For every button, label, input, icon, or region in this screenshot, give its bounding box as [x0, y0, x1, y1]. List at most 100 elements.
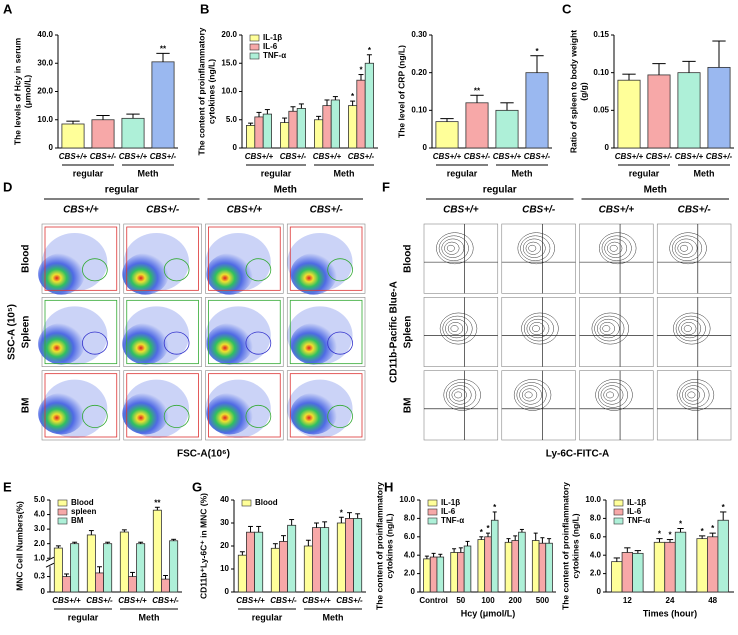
panel-label: A — [3, 1, 13, 16]
legend-label: IL-1β — [441, 498, 460, 507]
y-axis-label: cytokines (ng/L) — [384, 513, 394, 578]
contour — [591, 312, 629, 345]
bar — [364, 62, 374, 149]
error-bar — [282, 117, 288, 123]
bar — [119, 531, 129, 593]
x-tick-label: 100 — [481, 596, 495, 605]
contour — [597, 318, 620, 339]
cell-density — [38, 253, 85, 295]
contour — [519, 385, 542, 405]
bar — [161, 578, 170, 593]
error-bar — [533, 532, 538, 541]
bar — [477, 539, 486, 593]
bar — [353, 518, 363, 593]
row-label: BM — [21, 398, 32, 414]
contour — [598, 382, 628, 408]
contour — [446, 244, 455, 252]
error-bar — [154, 506, 160, 511]
gate — [208, 299, 281, 365]
error-bar — [156, 52, 170, 62]
bar — [436, 556, 445, 593]
column-label: CBS+/- — [678, 205, 712, 216]
bar — [677, 72, 701, 149]
group-label: Meth — [139, 612, 160, 622]
contour — [603, 388, 619, 402]
contour — [600, 385, 624, 405]
bar — [545, 542, 553, 593]
x-tick-label: 50 — [456, 596, 465, 605]
contour — [609, 244, 618, 252]
bar — [303, 545, 313, 593]
panel-label: B — [200, 1, 209, 16]
bar — [450, 552, 458, 593]
contour — [529, 322, 545, 336]
group-label: regular — [252, 612, 283, 622]
contour — [442, 315, 473, 342]
legend-swatch — [57, 499, 68, 507]
gate-mnc — [82, 258, 108, 282]
y-axis-label: Ratio of spleen to body weight — [568, 30, 578, 153]
error-bar — [322, 521, 328, 528]
gate — [126, 373, 199, 438]
bar — [435, 121, 459, 149]
error-bar — [55, 545, 61, 549]
flow-plot — [579, 223, 654, 294]
bar — [495, 109, 519, 149]
legend-swatch — [427, 508, 438, 516]
error-bar — [88, 530, 94, 535]
x-tick-label: 12 — [623, 596, 632, 605]
bar — [336, 522, 346, 593]
error-bar — [479, 536, 484, 540]
gate-mnc — [327, 258, 353, 282]
error-bar — [366, 54, 372, 64]
bar — [91, 119, 115, 149]
y-tick-label: 10.0 — [221, 87, 237, 96]
error-bar — [540, 537, 545, 544]
bar — [531, 540, 540, 593]
error-bar — [332, 96, 338, 100]
error-bar — [347, 512, 352, 519]
bar — [348, 105, 358, 149]
contour — [450, 325, 459, 332]
y-tick-label: 0.30 — [411, 30, 427, 39]
bar — [169, 540, 179, 593]
plot-frame — [579, 370, 654, 441]
plot-frame — [579, 297, 654, 367]
contour — [674, 238, 698, 258]
flow-plot — [205, 223, 284, 295]
flow-plot — [122, 370, 202, 441]
contour — [599, 232, 637, 265]
contour — [524, 391, 533, 399]
y-tick-label: 30.0 — [37, 58, 53, 67]
bar — [314, 119, 324, 149]
y-tick-label: 20.0 — [37, 87, 53, 96]
y-axis-label: (μmol/L) — [22, 75, 32, 109]
significance: * — [658, 530, 662, 539]
legend-label: spleen — [71, 507, 96, 516]
significance: * — [535, 47, 539, 56]
error-bar — [438, 553, 443, 558]
bar — [246, 531, 255, 593]
y-tick-label: 4.0 — [590, 550, 602, 559]
error-bar — [500, 102, 514, 111]
cell-density — [38, 392, 85, 435]
gate — [44, 373, 118, 438]
error-bar — [513, 535, 518, 541]
contour — [520, 235, 551, 261]
contour — [675, 315, 706, 342]
y-tick-label: 10.0 — [585, 495, 601, 504]
bar — [429, 556, 438, 593]
cell-density — [206, 392, 253, 435]
significance: * — [701, 527, 705, 536]
x-tick-label: CBS+/+ — [615, 152, 644, 161]
contour — [676, 379, 715, 411]
plot-frame — [501, 297, 576, 367]
significance: * — [368, 46, 372, 55]
error-bar — [682, 60, 696, 73]
bar — [320, 527, 330, 593]
bar — [664, 541, 676, 593]
error-bar — [492, 511, 497, 521]
flow-plot — [286, 370, 366, 441]
bar — [103, 543, 113, 593]
legend-swatch — [249, 52, 260, 60]
